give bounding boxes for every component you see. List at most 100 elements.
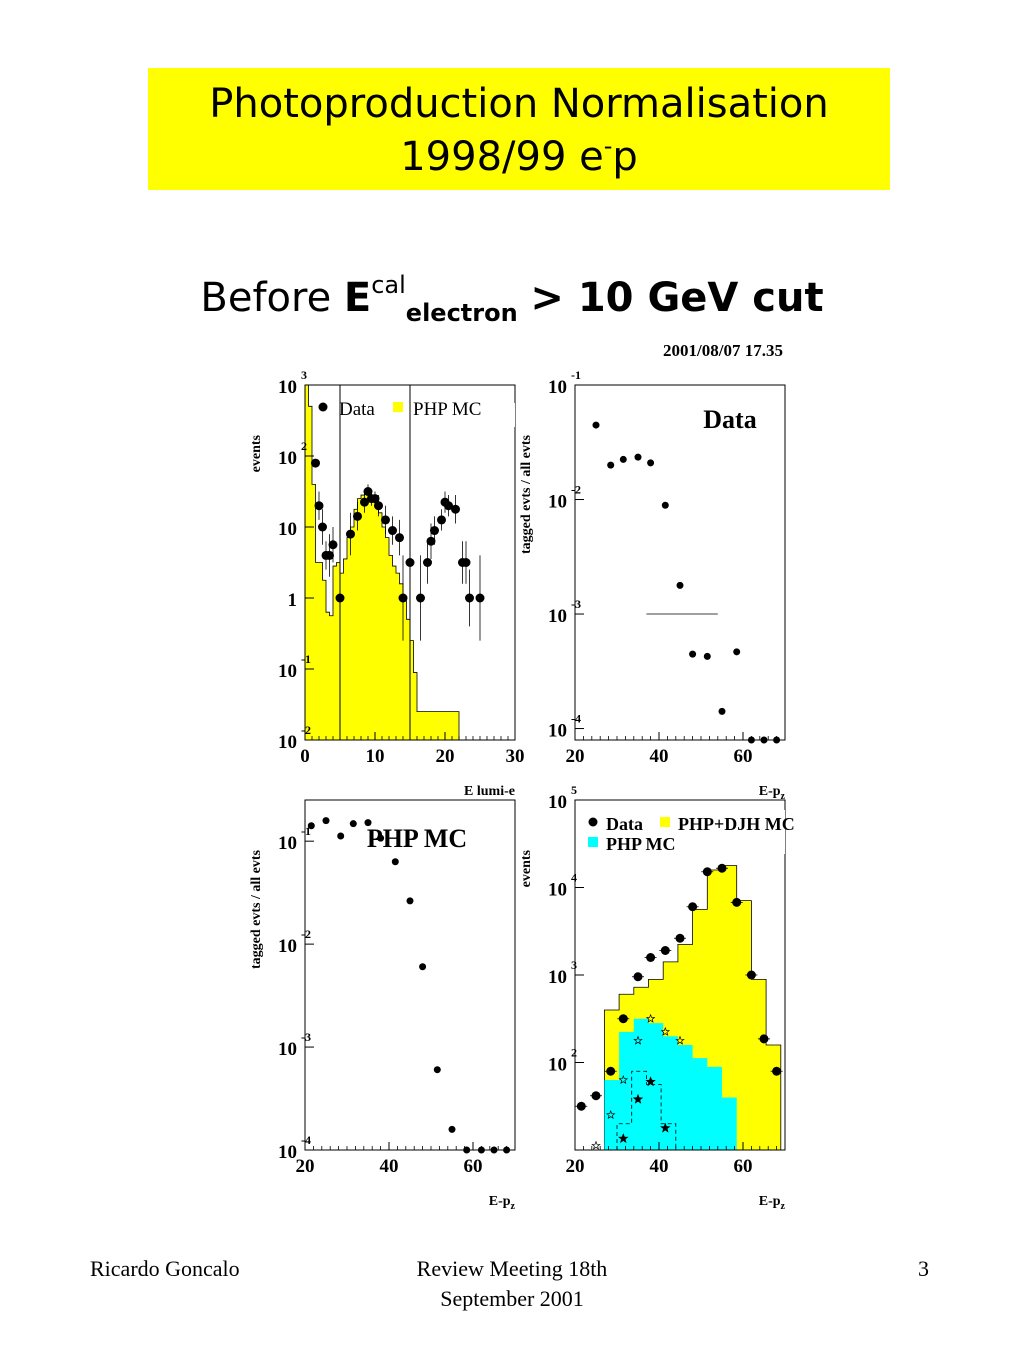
data-point (353, 511, 362, 521)
php-mc-star-point (660, 1026, 671, 1036)
data-point (676, 581, 684, 589)
data-point (647, 459, 655, 467)
data-point (646, 953, 656, 962)
x-tick-label: 60 (464, 1156, 483, 1177)
y-tick-exponent: -4 (571, 712, 581, 726)
data-point (675, 933, 685, 943)
djh-star-point (618, 1133, 629, 1144)
php-mc-histogram (304, 384, 460, 741)
y-tick-exponent: 5 (571, 783, 577, 797)
subtitle-E: E (343, 275, 372, 321)
data-point (395, 533, 404, 543)
subtitle-superscript: cal (371, 271, 406, 299)
x-axis-label: E lumi-e (464, 784, 515, 799)
data-point (370, 494, 380, 504)
php-mc-star-point (618, 1075, 629, 1084)
data-point (689, 650, 697, 658)
data-point (634, 453, 642, 461)
data-point (759, 1034, 769, 1044)
data-point (448, 1125, 456, 1133)
data-point (717, 863, 727, 873)
x-tick-label: 20 (566, 746, 585, 767)
php-mc-star-point (633, 1035, 643, 1045)
data-point (406, 897, 414, 905)
php-mc-histogram (575, 1018, 781, 1150)
y-tick-label: 10 (548, 492, 567, 513)
subtitle-after: > 10 GeV cut (530, 275, 824, 321)
data-point (461, 558, 471, 567)
chart-title: PHP MC (367, 824, 467, 853)
djh-star-point (660, 1122, 671, 1133)
x-tick-label: 40 (650, 1156, 669, 1177)
x-tick-label: 10 (366, 746, 385, 767)
data-point (576, 1101, 586, 1111)
data-point (314, 501, 324, 511)
data-point (322, 817, 330, 825)
y-tick-label: 10 (278, 732, 297, 753)
y-tick-label: 10 (548, 880, 567, 901)
data-point (433, 1066, 441, 1074)
data-point (618, 1014, 628, 1024)
y-tick-label: 10 (278, 519, 297, 540)
y-tick-exponent: 3 (571, 958, 577, 972)
title-line2-superscript: - (603, 132, 613, 160)
y-tick-exponent: -3 (301, 1030, 311, 1044)
data-point (702, 867, 712, 877)
data-point (307, 822, 315, 830)
x-tick-label: 20 (296, 1156, 315, 1177)
y-tick-exponent: -1 (301, 824, 311, 838)
data-point (660, 946, 670, 955)
legend-data-label: Data (606, 814, 643, 834)
y-axis-label: tagged evts / all evts (519, 434, 534, 554)
data-point (325, 550, 334, 560)
footer-meeting-line2: September 2001 (440, 1286, 584, 1311)
y-tick-label: 10 (548, 1055, 567, 1076)
data-point (405, 558, 415, 567)
title-line2-tail: p (612, 134, 638, 180)
data-point (391, 858, 399, 866)
php-mc-star-point (645, 1013, 656, 1023)
legend-php-mc-label: PHP MC (606, 834, 676, 854)
chart-title: Data (703, 405, 756, 434)
data-point (337, 832, 345, 840)
y-tick-exponent: 2 (571, 1046, 577, 1060)
x-tick-label: 30 (506, 746, 525, 767)
data-point (381, 515, 390, 525)
data-point (377, 834, 385, 842)
data-point (423, 558, 432, 567)
chart-data-tagged-ratio: 20 40 60 10 -1 10 -2 10 -3 10 -4 E-pz tagged evts / … (519, 368, 786, 802)
data-point (374, 501, 383, 511)
php-mc-star-point (591, 1140, 601, 1150)
data-point (619, 455, 627, 463)
y-tick-exponent: -4 (301, 1133, 311, 1147)
data-point (606, 1066, 616, 1076)
slide-subtitle: Before Ecalelectron > 10 GeV cut (0, 270, 1024, 326)
djh-star-point (645, 1076, 656, 1087)
x-tick-label: 0 (300, 746, 310, 767)
legend-php-djh-marker (660, 817, 670, 827)
data-point (388, 526, 397, 536)
data-point (349, 820, 357, 828)
y-tick-label: 10 (278, 1142, 297, 1163)
x-tick-label: 60 (734, 1156, 753, 1177)
x-axis-label: E-pz (759, 784, 786, 802)
legend-background (345, 403, 391, 427)
legend-mc-label: PHP MC (413, 399, 481, 420)
data-point (360, 497, 369, 507)
data-point (328, 540, 338, 550)
footer-page-number: 3 (918, 1256, 929, 1281)
y-tick-exponent: -2 (301, 927, 311, 941)
chart-phpmc-tagged-ratio: 20 40 60 10 -1 10 -2 10 -3 10 -4 E-pz tagged evts / … (249, 799, 516, 1212)
data-point (318, 522, 327, 532)
legend-data-marker (588, 817, 598, 827)
y-tick-label: 10 (548, 721, 567, 742)
data-point (733, 648, 741, 656)
y-tick-label: 10 (548, 377, 567, 398)
data-point (426, 536, 436, 546)
legend-data-marker (318, 402, 328, 412)
y-axis-label: tagged evts / all evts (249, 849, 264, 969)
legend-data-label: Data (339, 399, 375, 420)
data-point (346, 529, 355, 539)
y-axis-label: events (519, 849, 534, 887)
